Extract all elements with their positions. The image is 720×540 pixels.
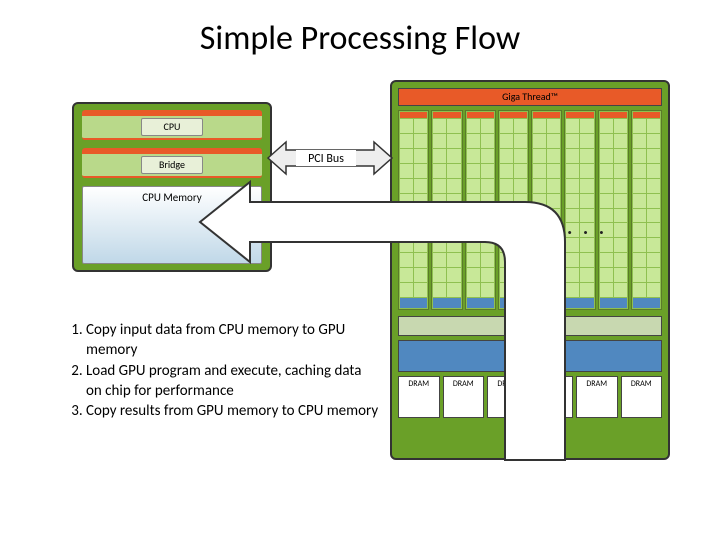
ellipsis: . . . [567,216,607,240]
gigathread-bar: Giga Thread™ [398,88,662,106]
sm-column [631,110,662,310]
gpu-panel: Giga Thread™ Interconnect L2 DRAMDRAMDRA… [390,80,670,460]
step-item: Copy results from GPU memory to CPU memo… [86,401,380,421]
interconnect-bar: Interconnect [398,316,662,336]
dram-block: DRAM [532,376,574,418]
cpu-block: CPU [82,110,262,140]
bridge-label: Bridge [141,156,203,174]
dram-block: DRAM [487,376,529,418]
step-item: Load GPU program and execute, caching da… [86,361,380,402]
dram-block: DRAM [398,376,440,418]
dram-row: DRAMDRAMDRAMDRAMDRAMDRAM [398,376,662,418]
sm-column [498,110,529,310]
bridge-block: Bridge [82,148,262,178]
sm-column [398,110,429,310]
step-item: Copy input data from CPU memory to GPU m… [86,320,380,361]
cpu-label: CPU [141,118,203,136]
sm-column [431,110,462,310]
dram-block: DRAM [576,376,618,418]
l2-cache-bar: L2 [398,340,662,372]
sm-array [398,110,662,310]
sm-column [531,110,562,310]
page-title: Simple Processing Flow [0,18,720,59]
sm-column [598,110,629,310]
pci-bus-arrow: PCI Bus [268,142,392,174]
pci-bus-label: PCI Bus [308,152,344,166]
sm-column [465,110,496,310]
steps-list: Copy input data from CPU memory to GPU m… [60,320,380,421]
dram-block: DRAM [621,376,663,418]
cpu-panel: CPU Bridge CPU Memory [72,102,272,272]
cpu-memory-block: CPU Memory [82,186,262,264]
sm-column [564,110,595,310]
dram-block: DRAM [443,376,485,418]
